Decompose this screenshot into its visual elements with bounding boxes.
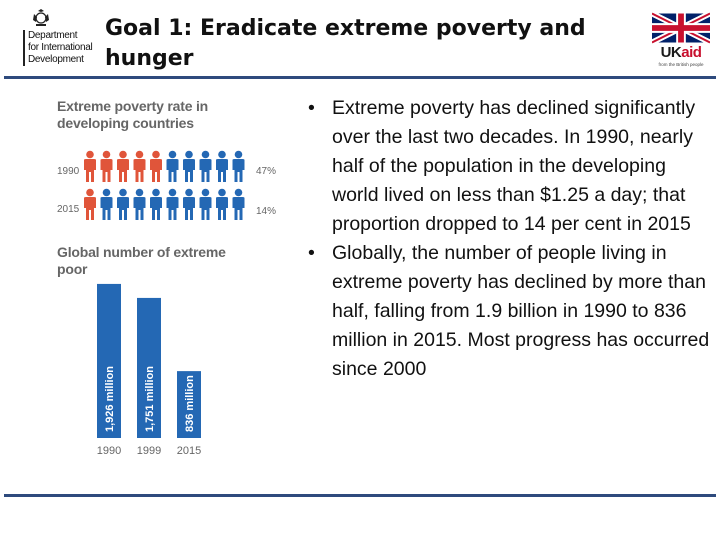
- bullet-marker: •: [308, 242, 315, 264]
- bullet-item: • Extreme poverty has declined significa…: [308, 94, 710, 239]
- bullet-marker: •: [308, 97, 315, 119]
- rate-year-1990: 1990: [57, 166, 80, 177]
- bullet-list: • Extreme poverty has declined significa…: [308, 94, 710, 384]
- bullet-text: Globally, the number of people living in…: [332, 242, 710, 380]
- rate-year-2015: 2015: [57, 204, 80, 215]
- bullet-item: • Globally, the number of people living …: [308, 239, 710, 384]
- person-icon: [183, 188, 195, 220]
- union-jack-icon: [652, 12, 710, 44]
- person-icon: [150, 188, 162, 220]
- bar-value-label: 1,751 million: [144, 366, 156, 432]
- ukaid-aid-text: aid: [681, 44, 702, 61]
- rate-percent-1990: 47%: [256, 166, 277, 177]
- bar-year-label: 1999: [137, 445, 161, 457]
- people-row-1990: [84, 150, 245, 182]
- person-icon: [199, 188, 212, 220]
- bar-value-label: 836 million: [184, 375, 196, 432]
- ukaid-uk-text: UK: [660, 44, 682, 61]
- person-icon: [150, 150, 162, 182]
- bar-year-label: 1990: [97, 445, 121, 457]
- person-icon: [100, 150, 113, 182]
- poverty-infographic: Extreme poverty rate in developing count…: [55, 96, 276, 466]
- bar-year-label: 2015: [177, 445, 201, 457]
- dfid-logo: Department for International Development: [10, 8, 98, 68]
- person-icon: [84, 150, 96, 182]
- people-row-2015: [84, 188, 245, 220]
- ukaid-tagline: from the British people: [658, 62, 704, 67]
- person-icon: [216, 188, 228, 220]
- person-icon: [232, 150, 245, 182]
- poverty-rate-heading: Extreme poverty rate in developing count…: [57, 98, 209, 131]
- bar: [97, 283, 121, 438]
- bullet-text: Extreme poverty has declined significant…: [332, 97, 696, 235]
- person-icon: [133, 150, 146, 182]
- person-icon: [216, 150, 228, 182]
- dfid-logo-line: Development: [28, 54, 84, 65]
- person-icon: [183, 150, 195, 182]
- header-rule: [4, 76, 716, 79]
- extreme-poor-bar-chart: 1,926 million 1990 1,751 million 1999 836 mi…: [97, 283, 201, 457]
- ukaid-wordmark: UKaid: [652, 44, 710, 61]
- rate-percent-2015: 14%: [256, 206, 277, 217]
- person-icon: [84, 188, 96, 220]
- person-icon: [199, 150, 212, 182]
- dfid-logo-line: Department: [28, 30, 78, 41]
- bar: [177, 371, 201, 438]
- ukaid-logo: UKaid from the British people: [652, 12, 710, 68]
- bar-value-label: 1,926 million: [104, 366, 116, 432]
- dfid-logo-text: Department for International Development: [28, 30, 93, 66]
- person-icon: [166, 188, 179, 220]
- person-icon: [117, 150, 129, 182]
- person-icon: [100, 188, 113, 220]
- slide-title: Goal 1: Eradicate extreme poverty and hu…: [105, 16, 586, 71]
- footer-rule: [4, 494, 716, 497]
- bar: [137, 297, 161, 438]
- person-icon: [232, 188, 245, 220]
- royal-crest-icon: [33, 9, 49, 26]
- dfid-logo-bar: [23, 30, 25, 66]
- person-icon: [133, 188, 146, 220]
- person-icon: [166, 150, 179, 182]
- extreme-poor-heading: Global number of extreme poor: [57, 244, 226, 277]
- person-icon: [117, 188, 129, 220]
- dfid-logo-line: for International: [28, 42, 93, 53]
